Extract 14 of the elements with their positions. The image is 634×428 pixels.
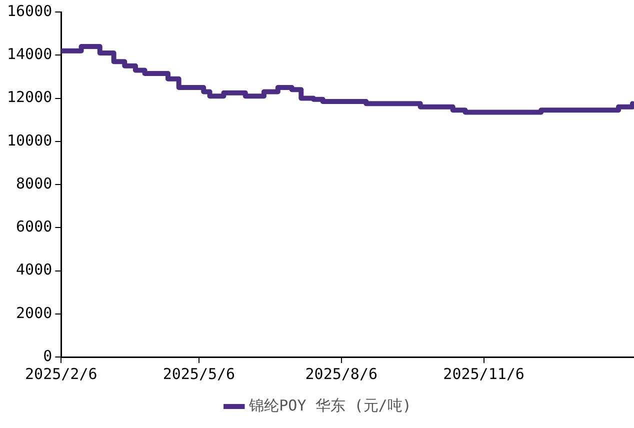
y-tick-label: 4000 — [16, 260, 52, 279]
legend-label: 锦纶POY 华东 (元/吨) — [248, 396, 412, 414]
x-tick-label: 2025/11/6 — [443, 364, 524, 383]
y-tick-label: 2000 — [16, 304, 52, 322]
x-tick-label: 2025/8/6 — [305, 364, 378, 383]
y-tick-label: 6000 — [16, 218, 52, 236]
y-tick-label: 10000 — [7, 131, 52, 150]
y-tick-label: 0 — [43, 346, 52, 365]
y-tick-label: 16000 — [7, 2, 52, 20]
y-tick-label: 14000 — [7, 45, 52, 64]
x-tick-label: 2025/5/6 — [162, 364, 236, 383]
y-tick-label: 12000 — [7, 88, 52, 106]
x-tick-label: 2025/2/6 — [25, 364, 98, 383]
y-tick-label: 8000 — [16, 174, 52, 192]
